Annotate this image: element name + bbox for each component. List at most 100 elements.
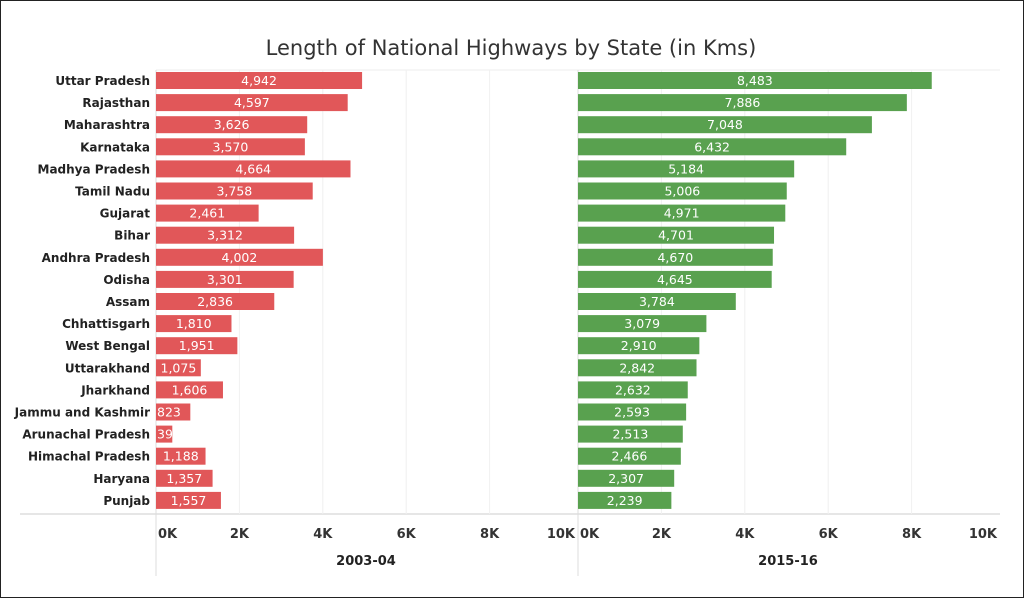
data-label: 1,951: [179, 338, 215, 353]
panel-title: 2015-16: [758, 554, 818, 569]
bar-2003-04: [156, 116, 308, 134]
bar-2003-04: [156, 72, 363, 89]
x-tick-label: 2K: [652, 527, 672, 542]
panel-title: 2003-04: [336, 554, 396, 569]
x-tick-label: 10K: [547, 527, 576, 542]
data-label: 4,942: [241, 73, 277, 88]
bar-2015-16: [578, 160, 795, 178]
bar-2003-04: [156, 160, 351, 178]
category-label: Odisha: [103, 273, 150, 287]
bar-2015-16: [578, 469, 675, 487]
data-label: 8,483: [737, 73, 773, 88]
data-label: 2,513: [612, 427, 648, 442]
bar-2003-04: [156, 359, 201, 377]
bar-2015-16: [578, 226, 775, 244]
category-label: Uttarakhand: [65, 361, 150, 375]
data-label: 3,626: [214, 117, 250, 132]
x-tick-label: 0K: [158, 527, 178, 542]
bar-2003-04: [156, 182, 313, 200]
x-tick-label: 0K: [580, 527, 600, 542]
bar-2003-04: [156, 491, 221, 509]
data-label: 2,910: [621, 338, 657, 353]
bar-2015-16: [578, 425, 683, 443]
x-tick-label: 6K: [397, 527, 417, 542]
data-label: 2,466: [612, 449, 648, 464]
chart-title: Length of National Highways by State (in…: [266, 36, 757, 60]
data-label: 6,432: [694, 139, 730, 154]
data-label: 1,357: [166, 471, 202, 486]
bar-2015-16: [578, 270, 772, 288]
x-tick-label: 4K: [313, 527, 333, 542]
category-label: Haryana: [93, 472, 150, 486]
x-tick-label: 2K: [230, 527, 250, 542]
x-tick-label: 6K: [819, 527, 839, 542]
data-label: 2,842: [619, 360, 655, 375]
bar-2015-16: [578, 293, 736, 310]
data-label: 7,048: [707, 117, 743, 132]
data-label: 4,002: [222, 250, 258, 265]
data-label: 2,836: [197, 294, 233, 309]
category-label: Andhra Pradesh: [42, 251, 150, 265]
data-label: 3,758: [216, 184, 252, 199]
bar-2003-04: [156, 337, 238, 355]
bar-2003-04: [156, 447, 206, 465]
category-label: Gujarat: [100, 207, 151, 221]
bar-2003-04: [156, 293, 275, 310]
data-label: 4,670: [657, 250, 693, 265]
category-label: Arunachal Pradesh: [22, 428, 150, 442]
data-label: 1,810: [176, 316, 212, 331]
data-label: 3,312: [207, 228, 243, 243]
category-label: Bihar: [114, 229, 150, 243]
bar-2003-04: [156, 248, 323, 266]
bar-2003-04: [156, 469, 213, 487]
bar-2015-16: [578, 248, 773, 266]
data-label: 4,645: [657, 272, 693, 287]
data-label: 1,557: [171, 493, 207, 508]
data-label: 2,593: [614, 405, 650, 420]
bar-2015-16: [578, 403, 687, 421]
bar-2015-16: [578, 72, 932, 89]
bar-2015-16: [578, 359, 697, 377]
x-tick-label: 10K: [969, 527, 998, 542]
category-label: Chhattisgarh: [62, 317, 150, 331]
data-label: 39: [157, 427, 173, 442]
category-label: Jammu and Kashmir: [14, 406, 150, 420]
category-label: Rajasthan: [82, 96, 150, 110]
data-label: 3,301: [207, 272, 243, 287]
bar-2015-16: [578, 116, 872, 134]
bar-2003-04: [156, 270, 294, 288]
bar-2015-16: [578, 94, 907, 112]
data-label: 823: [157, 405, 181, 420]
category-label: Assam: [106, 295, 150, 309]
bar-2015-16: [578, 138, 847, 156]
bar-2015-16: [578, 447, 681, 465]
category-label: Maharashtra: [64, 118, 150, 132]
bar-2003-04: [156, 226, 295, 244]
category-label: Madhya Pradesh: [38, 162, 151, 176]
data-label: 7,886: [725, 95, 761, 110]
bar-2015-16: [578, 315, 707, 333]
bar-2015-16: [578, 491, 672, 509]
category-label: Jharkhand: [80, 383, 150, 397]
bar-2003-04: [156, 381, 223, 399]
x-tick-label: 8K: [902, 527, 922, 542]
data-label: 2,461: [189, 206, 225, 221]
data-label: 4,701: [658, 228, 694, 243]
data-label: 2,239: [607, 493, 643, 508]
data-label: 3,570: [213, 139, 249, 154]
data-label: 5,006: [664, 184, 700, 199]
x-tick-label: 8K: [480, 527, 500, 542]
data-label: 4,597: [234, 95, 270, 110]
bar-2015-16: [578, 182, 787, 200]
data-label: 5,184: [668, 161, 704, 176]
data-label: 2,307: [608, 471, 644, 486]
data-label: 1,188: [163, 449, 199, 464]
bar-2003-04: [156, 138, 305, 156]
category-label: Tamil Nadu: [75, 185, 150, 199]
bar-2003-04: [156, 403, 191, 421]
bar-2003-04: [156, 94, 348, 112]
category-label: Himachal Pradesh: [28, 450, 150, 464]
data-label: 3,784: [639, 294, 675, 309]
bar-2003-04: [156, 315, 232, 333]
